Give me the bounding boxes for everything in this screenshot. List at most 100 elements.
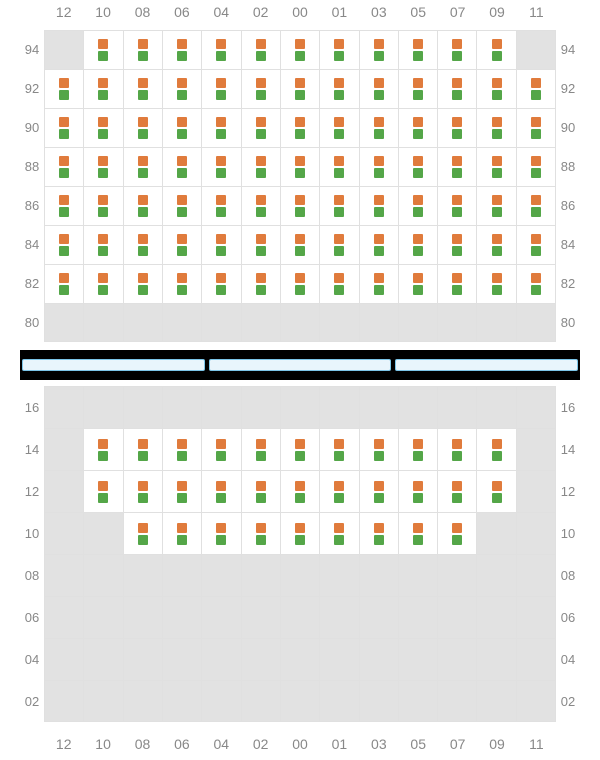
slot-cell[interactable]: [437, 471, 476, 512]
slot-cell[interactable]: [201, 187, 240, 225]
slot-cell[interactable]: [476, 226, 515, 264]
slot-cell[interactable]: [437, 187, 476, 225]
slot-cell[interactable]: [83, 70, 122, 108]
slot-cell[interactable]: [359, 471, 398, 512]
slot-cell[interactable]: [162, 513, 201, 554]
slot-cell[interactable]: [359, 513, 398, 554]
slot-cell[interactable]: [201, 429, 240, 470]
slot-cell[interactable]: [398, 187, 437, 225]
slot-cell[interactable]: [280, 513, 319, 554]
slot-cell[interactable]: [516, 226, 556, 264]
slot-cell[interactable]: [83, 109, 122, 147]
slot-cell[interactable]: [201, 109, 240, 147]
slot-cell[interactable]: [123, 70, 162, 108]
slot-cell[interactable]: [398, 148, 437, 186]
slot-cell[interactable]: [437, 429, 476, 470]
slot-cell[interactable]: [241, 148, 280, 186]
slot-cell[interactable]: [280, 226, 319, 264]
slot-cell[interactable]: [123, 148, 162, 186]
slot-cell[interactable]: [123, 265, 162, 303]
slot-cell[interactable]: [162, 226, 201, 264]
slot-cell[interactable]: [319, 226, 358, 264]
slot-cell[interactable]: [476, 109, 515, 147]
slot-cell[interactable]: [437, 148, 476, 186]
slot-cell[interactable]: [319, 471, 358, 512]
slot-cell[interactable]: [280, 70, 319, 108]
slot-cell[interactable]: [201, 265, 240, 303]
slot-cell[interactable]: [280, 265, 319, 303]
slot-cell[interactable]: [241, 471, 280, 512]
slot-cell[interactable]: [359, 429, 398, 470]
slot-cell[interactable]: [241, 70, 280, 108]
slot-cell[interactable]: [398, 429, 437, 470]
slot-cell[interactable]: [123, 513, 162, 554]
slot-cell[interactable]: [44, 265, 83, 303]
slot-cell[interactable]: [162, 70, 201, 108]
slot-cell[interactable]: [201, 513, 240, 554]
slot-cell[interactable]: [359, 70, 398, 108]
slot-cell[interactable]: [319, 109, 358, 147]
slot-cell[interactable]: [44, 148, 83, 186]
slot-cell[interactable]: [123, 429, 162, 470]
slot-cell[interactable]: [83, 429, 122, 470]
slot-cell[interactable]: [241, 513, 280, 554]
slot-cell[interactable]: [319, 70, 358, 108]
slot-cell[interactable]: [241, 226, 280, 264]
slot-cell[interactable]: [359, 109, 398, 147]
slot-cell[interactable]: [162, 148, 201, 186]
slot-cell[interactable]: [201, 31, 240, 69]
slot-cell[interactable]: [123, 226, 162, 264]
slot-cell[interactable]: [280, 148, 319, 186]
slot-cell[interactable]: [516, 70, 556, 108]
slot-cell[interactable]: [437, 70, 476, 108]
slot-cell[interactable]: [359, 148, 398, 186]
slot-cell[interactable]: [162, 429, 201, 470]
slot-cell[interactable]: [201, 148, 240, 186]
slot-cell[interactable]: [359, 187, 398, 225]
slot-cell[interactable]: [359, 226, 398, 264]
slot-cell[interactable]: [123, 471, 162, 512]
slot-cell[interactable]: [241, 429, 280, 470]
slot-cell[interactable]: [241, 187, 280, 225]
slot-cell[interactable]: [201, 471, 240, 512]
slot-cell[interactable]: [83, 226, 122, 264]
slot-cell[interactable]: [398, 109, 437, 147]
slot-cell[interactable]: [398, 226, 437, 264]
slot-cell[interactable]: [398, 265, 437, 303]
slot-cell[interactable]: [398, 70, 437, 108]
slot-cell[interactable]: [44, 187, 83, 225]
slot-cell[interactable]: [83, 148, 122, 186]
slot-cell[interactable]: [162, 109, 201, 147]
slot-cell[interactable]: [280, 109, 319, 147]
slot-cell[interactable]: [476, 429, 515, 470]
slot-cell[interactable]: [201, 70, 240, 108]
slot-cell[interactable]: [44, 226, 83, 264]
slot-cell[interactable]: [162, 471, 201, 512]
slot-cell[interactable]: [476, 265, 515, 303]
slot-cell[interactable]: [359, 265, 398, 303]
slot-cell[interactable]: [319, 31, 358, 69]
slot-cell[interactable]: [280, 187, 319, 225]
slot-cell[interactable]: [516, 265, 556, 303]
slot-cell[interactable]: [398, 471, 437, 512]
slot-cell[interactable]: [437, 109, 476, 147]
slot-cell[interactable]: [201, 226, 240, 264]
slot-cell[interactable]: [437, 513, 476, 554]
slot-cell[interactable]: [280, 429, 319, 470]
slot-cell[interactable]: [123, 187, 162, 225]
slot-cell[interactable]: [476, 31, 515, 69]
slot-cell[interactable]: [516, 109, 556, 147]
slot-cell[interactable]: [476, 187, 515, 225]
slot-cell[interactable]: [476, 471, 515, 512]
slot-cell[interactable]: [83, 471, 122, 512]
slot-cell[interactable]: [83, 31, 122, 69]
slot-cell[interactable]: [162, 31, 201, 69]
slot-cell[interactable]: [319, 187, 358, 225]
slot-cell[interactable]: [123, 109, 162, 147]
slot-cell[interactable]: [280, 471, 319, 512]
slot-cell[interactable]: [241, 109, 280, 147]
slot-cell[interactable]: [319, 429, 358, 470]
slot-cell[interactable]: [476, 70, 515, 108]
slot-cell[interactable]: [44, 70, 83, 108]
slot-cell[interactable]: [398, 31, 437, 69]
